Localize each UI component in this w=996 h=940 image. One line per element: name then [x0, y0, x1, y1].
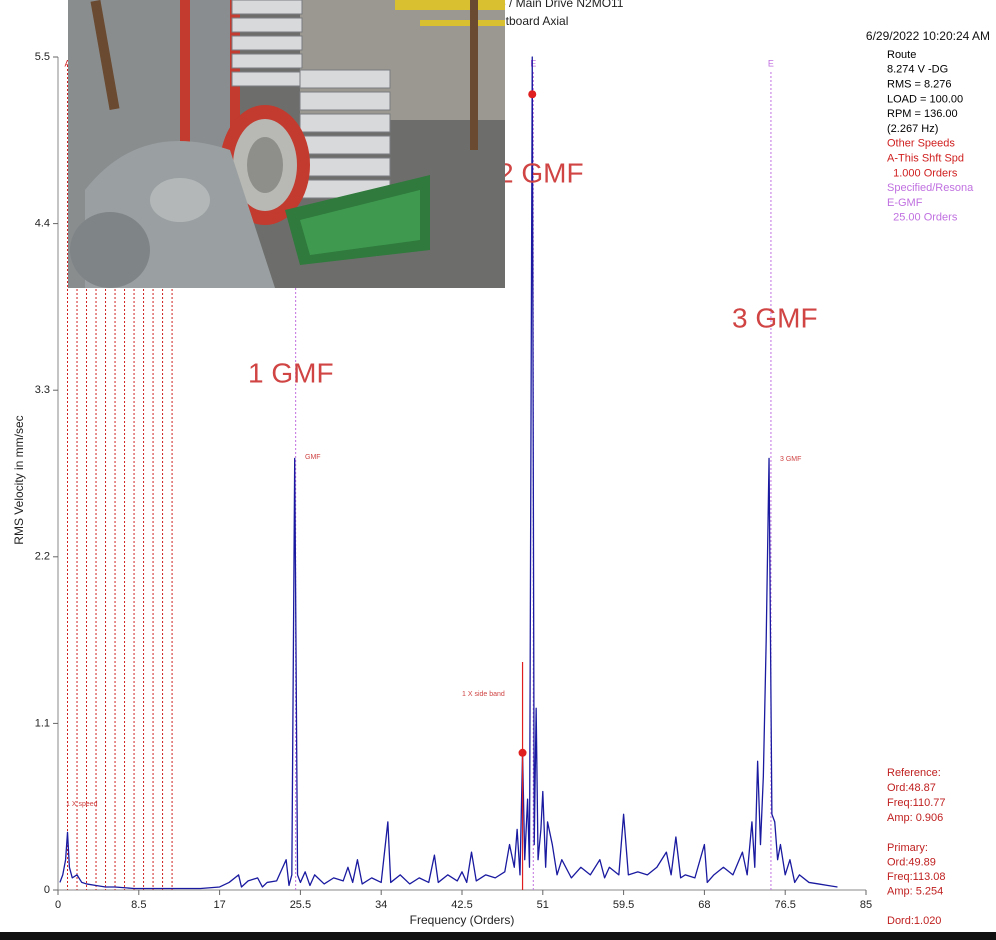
y-tick-label: 2.2	[35, 551, 50, 563]
harmonic-label: A	[64, 58, 70, 68]
reference-line: Reference:	[887, 767, 941, 779]
primary-line: Freq:113.08	[887, 871, 946, 883]
info-line: RPM = 136.00	[887, 108, 958, 120]
gmf-cursor-label: E	[768, 58, 774, 68]
info-line: 1.000 Orders	[887, 167, 958, 179]
photo	[68, 0, 505, 288]
info-line: 8.274 V -DG	[887, 64, 948, 76]
primary-line: Ord:49.89	[887, 856, 936, 868]
info-line: E-GMF	[887, 197, 923, 209]
annotation: 3 GMF	[732, 302, 818, 333]
y-tick-label: 3.3	[35, 384, 50, 396]
date: 6/29/2022 10:20:24 AM	[866, 29, 990, 43]
reference-line: Ord:48.87	[887, 782, 936, 794]
primary-line: Primary:	[887, 842, 928, 854]
info-line: Route	[887, 49, 916, 61]
x-tick-label: 51	[537, 899, 549, 911]
chart-title: 5 / Main Drive N2MO11	[499, 0, 624, 10]
x-tick-label: 76.5	[774, 899, 795, 911]
info-line: Other Speeds	[887, 138, 955, 150]
annotation: 1 X speed	[66, 801, 98, 808]
y-tick-label: 1.1	[35, 717, 50, 729]
info-line: Specified/Resona	[887, 182, 974, 194]
cursor-marker	[528, 90, 537, 99]
y-axis-label: RMS Velocity in mm/sec	[12, 415, 26, 544]
reference-line: Freq:110.77	[887, 797, 946, 809]
info-line: LOAD = 100.00	[887, 93, 963, 105]
info-line: 25.00 Orders	[887, 212, 958, 224]
x-tick-label: 85	[860, 899, 872, 911]
x-tick-label: 8.5	[131, 899, 146, 911]
y-tick-label: 0	[44, 884, 50, 896]
primary-line: Amp: 5.254	[887, 885, 943, 897]
y-tick-label: 4.4	[35, 218, 50, 230]
x-tick-label: 42.5	[451, 899, 472, 911]
x-tick-label: 0	[55, 899, 61, 911]
gmf-cursor-label: E	[530, 58, 536, 68]
info-line: A-This Shft Spd	[887, 153, 964, 165]
chart-subtitle: utboard Axial	[499, 14, 568, 28]
reference-line: Amp: 0.906	[887, 812, 943, 824]
annotation: 1 GMF	[248, 357, 334, 388]
annotation: 1 X side band	[462, 691, 505, 698]
info-line: RMS = 8.276	[887, 79, 952, 91]
dord: Dord:1.020	[887, 915, 941, 927]
x-tick-label: 34	[375, 899, 387, 911]
bottom-bar	[0, 932, 996, 940]
chart: 0 1.1 2.2 3.3 4.4 5.5 0 8.5 17 25.5 34 42.5 51 59.5 68…	[12, 0, 990, 927]
annotation: GMF	[305, 454, 321, 461]
info-line: (2.267 Hz)	[887, 123, 938, 135]
x-tick-label: 25.5	[290, 899, 311, 911]
x-tick-label: 17	[213, 899, 225, 911]
annotation: 2 GMF	[498, 157, 584, 188]
annotation: 3 GMF	[780, 456, 801, 463]
spectrum-line	[59, 56, 838, 890]
y-tick-label: 5.5	[35, 51, 50, 63]
x-tick-label: 59.5	[613, 899, 634, 911]
x-axis-label: Frequency (Orders)	[410, 913, 515, 927]
x-tick-label: 68	[698, 899, 710, 911]
